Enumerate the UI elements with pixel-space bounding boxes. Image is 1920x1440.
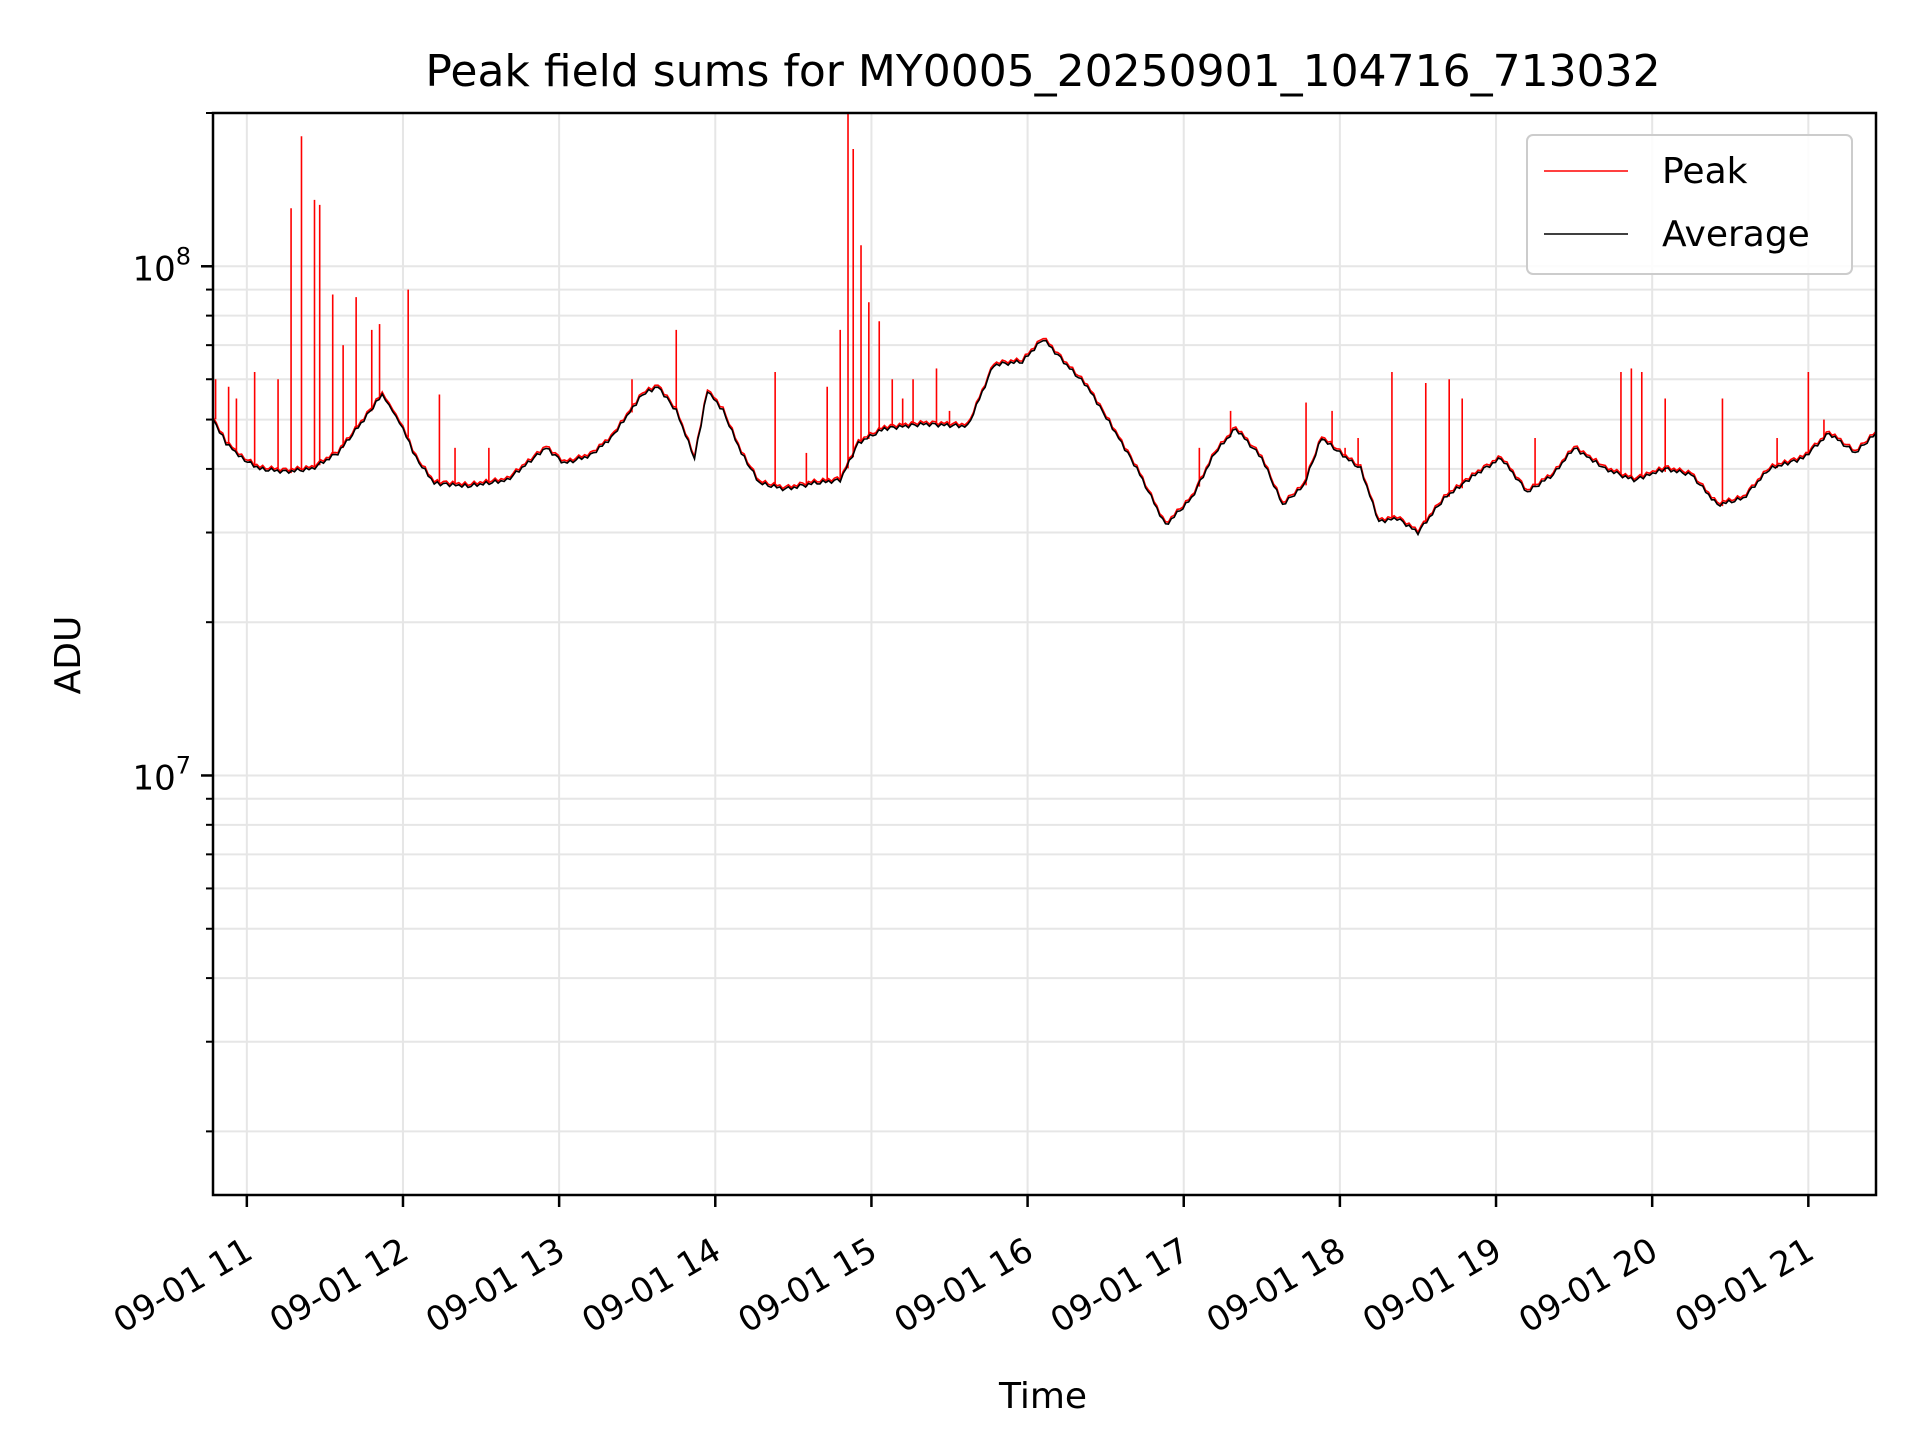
plot-series <box>212 113 1877 537</box>
legend-box <box>1526 134 1853 275</box>
legend-peak-label: Peak <box>1662 151 1748 192</box>
grid-lines <box>213 112 1876 1195</box>
y-axis-label: ADU <box>48 616 89 695</box>
y-tick-label-0: 107 <box>132 751 191 798</box>
series-average-line <box>212 339 1877 537</box>
plot-frame <box>211 111 1878 1197</box>
y-axis-ticks: 107 108 <box>132 112 213 1133</box>
legend: Peak Average <box>1526 134 1853 275</box>
x-axis-label: Time <box>998 1376 1087 1417</box>
y-tick-label-1: 108 <box>132 242 191 289</box>
legend-average-label: Average <box>1662 214 1810 255</box>
series-peak-line <box>212 337 1877 535</box>
chart-title: Peak field sums for MY0005_20250901_1047… <box>425 46 1660 97</box>
